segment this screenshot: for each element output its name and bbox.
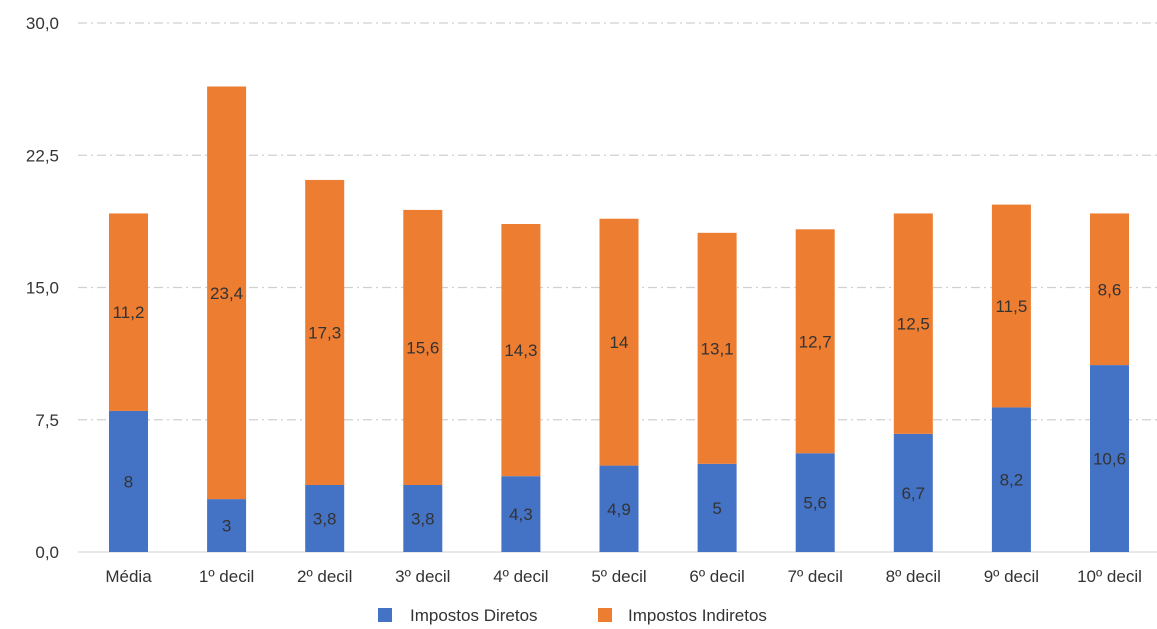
y-tick-label: 7,5 [35,411,59,430]
bar-impostos-diretos [403,484,443,552]
x-tick-label: 8º decil [886,567,941,586]
bar-impostos-diretos [991,407,1031,552]
x-tick-label: 7º decil [788,567,843,586]
data-label: 11,2 [113,303,145,322]
data-label: 8,6 [1098,280,1122,299]
data-labels: 8 11,2 3 23,4 3,8 17,3 3,8 15,6 4,3 14,3 4,9 14 5 13,… [113,280,1126,535]
data-label: 12,7 [799,332,832,351]
x-tick-label: 1º decil [199,567,254,586]
data-label: 8,2 [1000,471,1024,490]
bar-impostos-diretos [795,453,835,552]
bar-impostos-diretos [501,476,541,552]
x-axis-ticks: Média 1º decil 2º decil 3º decil 4º decil 5º … [105,567,1142,586]
data-label: 5,6 [803,494,827,513]
bar-impostos-diretos [207,499,247,552]
y-tick-label: 22,5 [26,146,59,165]
data-label: 12,5 [897,315,930,334]
data-label: 10,6 [1093,450,1126,469]
data-label: 11,5 [995,297,1027,316]
x-tick-label: 2º decil [297,567,352,586]
x-tick-label: 5º decil [591,567,646,586]
y-axis-ticks: 0,0 7,5 15,0 22,5 30,0 [26,14,59,562]
data-label: 14,3 [504,341,537,360]
data-label: 6,7 [901,484,925,503]
legend: Impostos Diretos Impostos Indiretos [378,606,767,625]
y-tick-label: 15,0 [26,279,59,298]
x-tick-label: 6º decil [689,567,744,586]
legend-label-impostos-diretos: Impostos Diretos [410,606,538,625]
bar-impostos-diretos [697,463,737,552]
data-label: 5 [712,499,721,518]
data-label: 3 [222,517,231,536]
bar-impostos-indiretos [403,209,443,485]
bar-impostos-indiretos [207,86,247,500]
bar-impostos-diretos [109,410,148,552]
bar-impostos-indiretos [1090,213,1129,366]
bar-impostos-diretos [305,484,345,552]
data-label: 8 [124,472,133,491]
data-label: 17,3 [308,323,341,342]
x-tick-label: 10º decil [1077,567,1142,586]
legend-swatch-impostos-indiretos [598,608,612,622]
bar-impostos-indiretos [501,224,541,477]
data-label: 13,1 [701,339,734,358]
data-label: 4,9 [607,500,631,519]
bar-impostos-diretos [893,433,933,552]
bar-impostos-indiretos [697,232,737,464]
legend-swatch-impostos-diretos [378,608,392,622]
bar-impostos-indiretos [991,204,1031,408]
data-label: 23,4 [210,284,243,303]
x-tick-label: 9º decil [984,567,1039,586]
data-label: 3,8 [313,509,337,528]
bar-impostos-indiretos [305,179,345,485]
bar-impostos-diretos [1090,365,1129,552]
y-tick-label: 0,0 [35,543,59,562]
y-tick-label: 30,0 [26,14,59,33]
x-tick-label: Média [105,567,152,586]
bar-impostos-indiretos [893,213,933,434]
x-tick-label: 4º decil [493,567,548,586]
data-label: 4,3 [509,505,533,524]
legend-label-impostos-indiretos: Impostos Indiretos [628,606,767,625]
bar-impostos-indiretos [109,213,148,411]
bars [109,86,1129,552]
bar-impostos-indiretos [795,229,835,454]
x-tick-label: 3º decil [395,567,450,586]
data-label: 3,8 [411,509,435,528]
data-label: 15,6 [406,338,439,357]
bar-impostos-indiretos [599,218,639,466]
data-label: 14 [610,333,629,352]
bar-impostos-diretos [599,465,639,552]
